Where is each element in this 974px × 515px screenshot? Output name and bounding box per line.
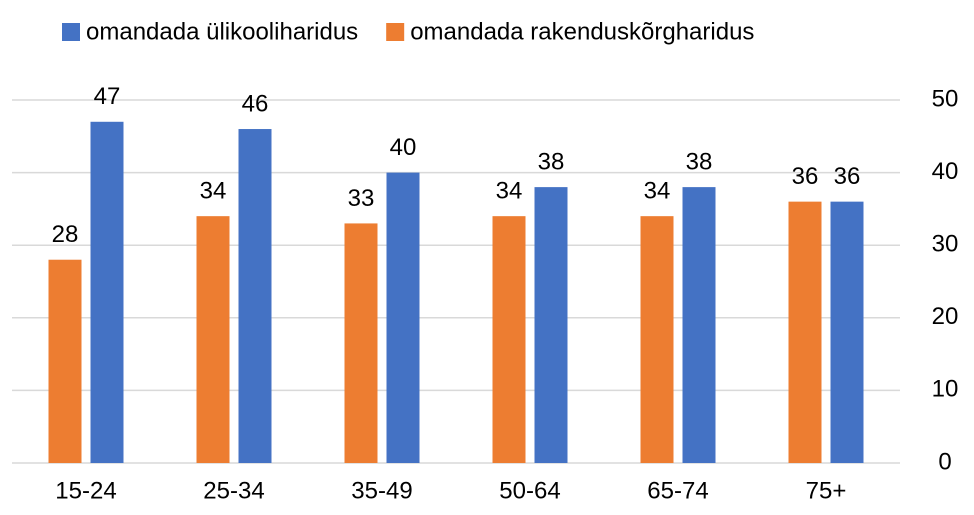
bar xyxy=(386,172,420,463)
bar xyxy=(534,187,568,463)
y-tick-label: 20 xyxy=(932,303,959,330)
x-tick-label: 65-74 xyxy=(647,477,708,504)
data-label: 34 xyxy=(496,178,523,205)
legend-swatch xyxy=(62,23,80,41)
data-label: 28 xyxy=(52,221,79,248)
data-label: 36 xyxy=(834,163,861,190)
y-tick-label: 10 xyxy=(932,376,959,403)
y-tick-label: 0 xyxy=(938,448,951,475)
data-label: 38 xyxy=(686,148,713,175)
data-label: 34 xyxy=(644,178,671,205)
y-tick-label: 30 xyxy=(932,231,959,258)
bar xyxy=(640,216,674,463)
data-label: 46 xyxy=(242,90,269,117)
legend-swatch xyxy=(386,23,405,41)
data-label: 40 xyxy=(390,134,417,161)
y-tick-label: 40 xyxy=(932,158,959,185)
bar xyxy=(682,187,716,463)
bar xyxy=(830,201,864,463)
data-label: 47 xyxy=(94,83,121,110)
bar xyxy=(788,201,822,463)
x-tick-label: 35-49 xyxy=(351,477,412,504)
data-label: 38 xyxy=(538,148,565,175)
y-tick-label: 50 xyxy=(932,85,959,112)
data-label: 34 xyxy=(200,178,227,205)
bar xyxy=(344,223,378,463)
bar xyxy=(48,259,82,463)
bar xyxy=(196,216,230,463)
legend-label: omandada ülikooliharidus xyxy=(86,18,358,45)
data-label: 33 xyxy=(348,185,375,212)
data-label: 36 xyxy=(792,163,819,190)
legend-label: omandada rakenduskõrgharidus xyxy=(410,18,754,45)
x-tick-label: 50-64 xyxy=(499,477,560,504)
bar xyxy=(492,216,526,463)
x-tick-label: 25-34 xyxy=(203,477,264,504)
bar xyxy=(90,121,124,463)
x-tick-label: 75+ xyxy=(806,477,847,504)
x-tick-label: 15-24 xyxy=(55,477,116,504)
bar xyxy=(238,129,272,464)
